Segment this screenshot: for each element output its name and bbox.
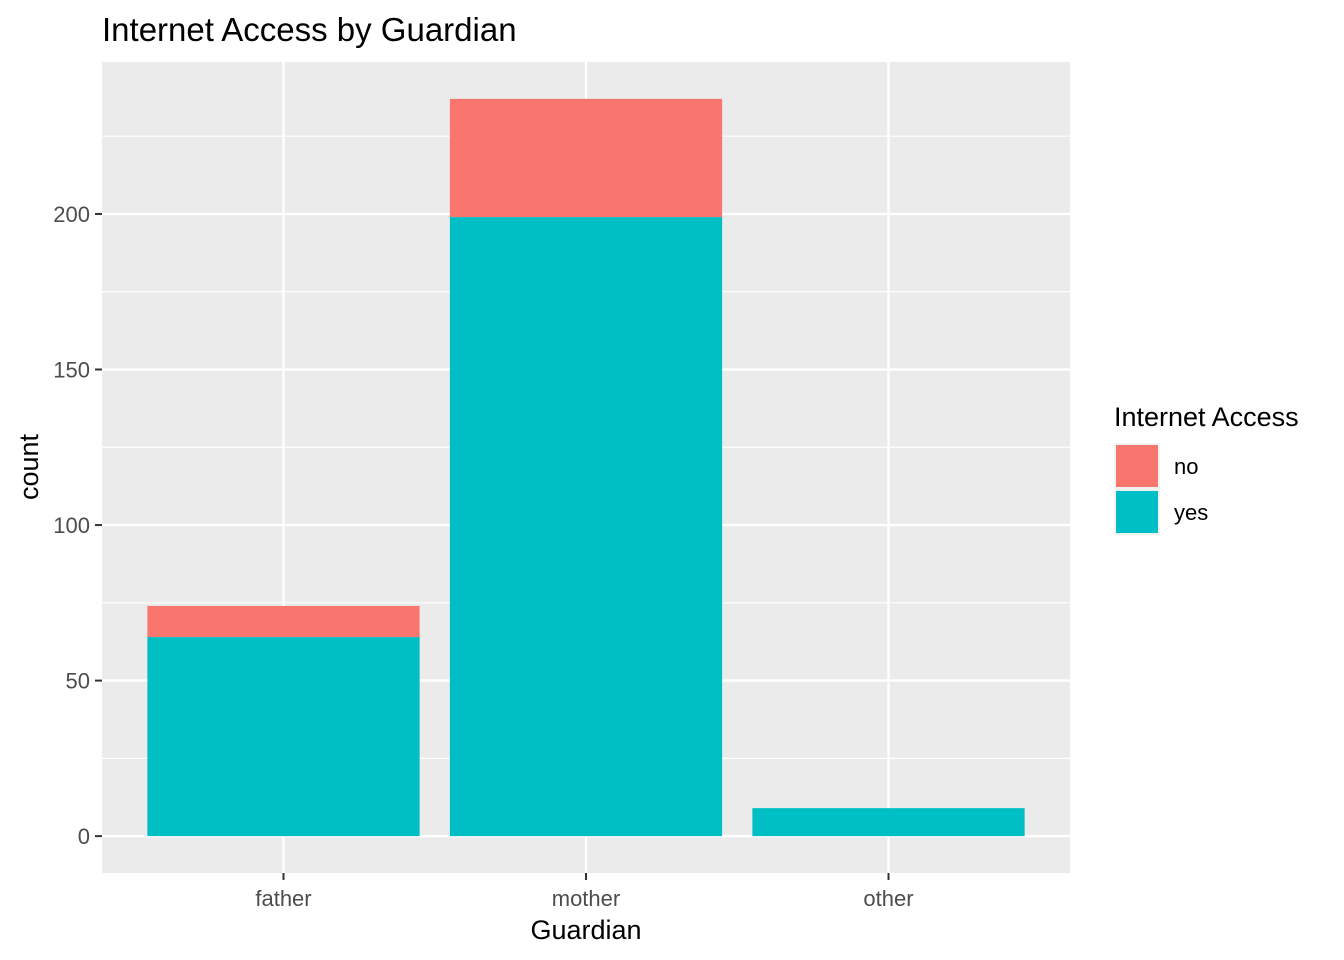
- y-tick-label: 0: [78, 824, 90, 849]
- x-tick-label: mother: [552, 886, 620, 911]
- bar-mother-no: [449, 98, 723, 218]
- y-tick-label: 200: [53, 202, 90, 227]
- y-tick-label: 100: [53, 513, 90, 538]
- legend-label-yes: yes: [1174, 500, 1208, 525]
- legend-title: Internet Access: [1114, 402, 1299, 432]
- x-tick-label: other: [863, 886, 913, 911]
- bar-other-yes: [752, 808, 1025, 837]
- chart-title: Internet Access by Guardian: [102, 11, 517, 48]
- x-tick-label: father: [255, 886, 311, 911]
- legend: Internet Access no yes: [1114, 402, 1299, 535]
- legend-key-yes: [1116, 491, 1158, 533]
- y-tick-label: 50: [66, 669, 90, 694]
- legend-entries: no yes: [1114, 443, 1208, 535]
- bar-father-no: [147, 605, 420, 638]
- bar-father-yes: [147, 637, 420, 837]
- x-axis: father mother other: [255, 873, 914, 911]
- y-axis: 0 50 100 150 200: [53, 202, 102, 849]
- bar-mother-yes: [449, 217, 723, 837]
- legend-label-no: no: [1174, 454, 1198, 479]
- x-axis-title: Guardian: [530, 915, 641, 945]
- bars: [147, 98, 1025, 837]
- y-tick-label: 150: [53, 358, 90, 383]
- legend-key-no: [1116, 445, 1158, 487]
- y-axis-title: count: [14, 433, 44, 500]
